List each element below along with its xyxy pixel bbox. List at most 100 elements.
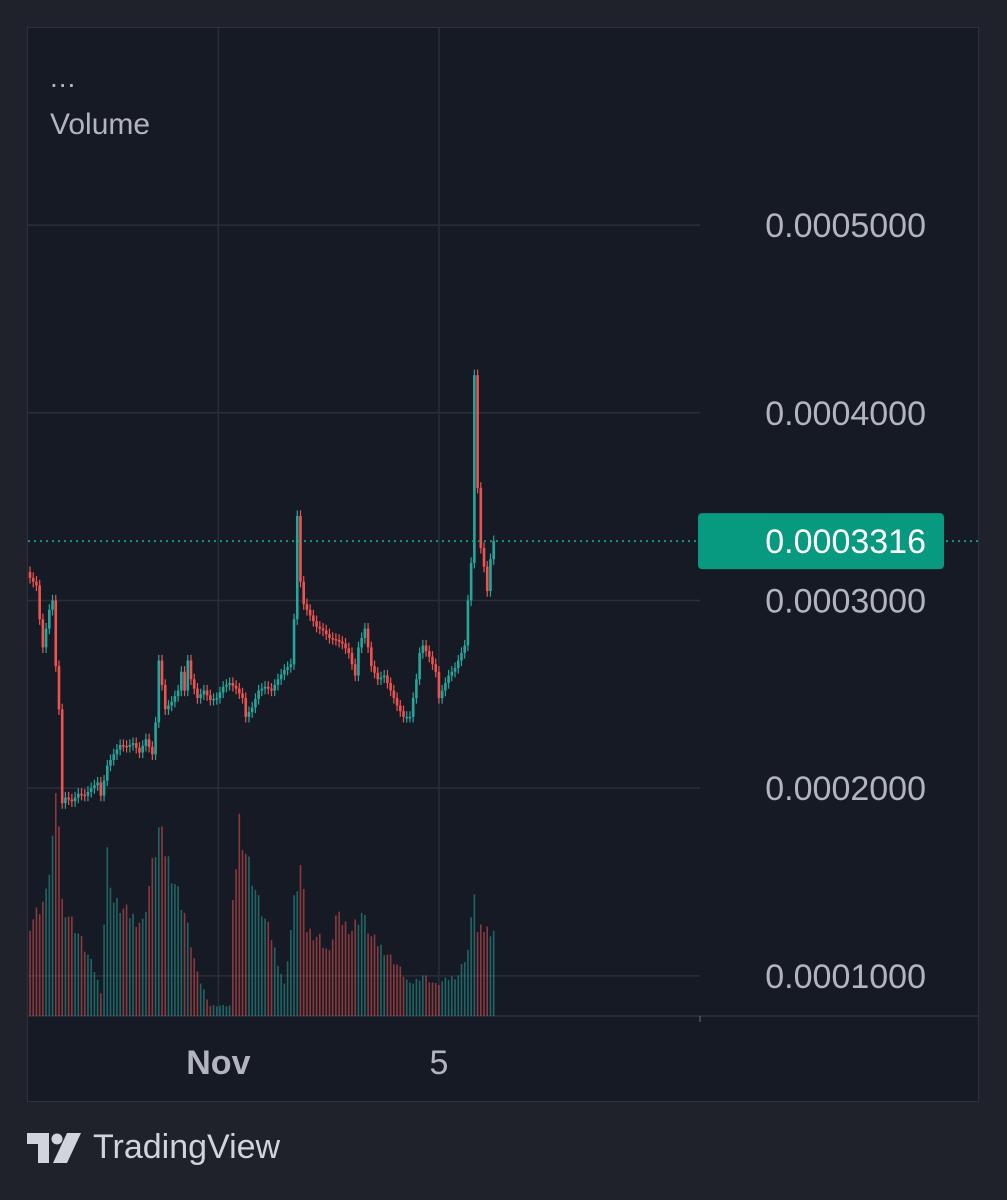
- candle-body: [386, 675, 389, 684]
- volume-bar: [457, 975, 460, 1016]
- candle-body: [450, 671, 454, 676]
- volume-bar: [483, 932, 485, 1016]
- candle-body: [344, 643, 347, 649]
- volume-bar: [32, 919, 35, 1016]
- legend-more-button[interactable]: ...: [50, 62, 77, 93]
- candle-body: [315, 621, 318, 627]
- volume-bar: [83, 951, 86, 1016]
- tradingview-brand-label: TradingView: [93, 1128, 281, 1166]
- volume-bar: [386, 954, 389, 1016]
- y-tick-label: 0.0002000: [765, 770, 926, 808]
- candle-body: [318, 626, 322, 629]
- volume-bar: [186, 922, 189, 1016]
- candle-body: [80, 793, 83, 796]
- candle-body: [273, 684, 277, 691]
- candle-body: [48, 609, 51, 629]
- candle-body: [70, 799, 74, 802]
- tradingview-logo-icon: [27, 1132, 81, 1163]
- legend-volume-label[interactable]: Volume: [50, 108, 151, 141]
- candle-body: [485, 566, 489, 592]
- candle-body: [305, 604, 309, 610]
- volume-bar: [367, 933, 369, 1016]
- volume-bar: [193, 958, 196, 1016]
- candle-body: [128, 744, 132, 747]
- candle-body: [415, 679, 418, 699]
- candle-body: [337, 639, 341, 642]
- volume-bar: [96, 979, 99, 1016]
- volume-bar: [383, 955, 385, 1016]
- volume-bar: [219, 1005, 221, 1016]
- volume-bar: [232, 900, 234, 1016]
- candle-body: [389, 683, 392, 691]
- volume-bar: [409, 982, 411, 1016]
- volume-bar: [360, 912, 363, 1016]
- volume-bar: [151, 857, 154, 1016]
- candle-body: [353, 664, 357, 676]
- branding[interactable]: TradingView: [27, 1128, 280, 1167]
- candle-body: [366, 628, 370, 648]
- candle-body: [83, 794, 87, 797]
- candle-body: [463, 645, 466, 654]
- candle-body: [295, 515, 299, 620]
- candle-body: [469, 562, 473, 601]
- volume-bar: [319, 933, 321, 1016]
- candle-body: [212, 698, 215, 701]
- volume-bar: [67, 916, 70, 1016]
- volume-bar: [74, 933, 76, 1016]
- volume-bar: [412, 983, 414, 1016]
- volume-bar: [283, 983, 286, 1016]
- candle-body: [44, 628, 48, 648]
- y-tick-label: 0.0004000: [765, 395, 926, 433]
- volume-bar: [161, 826, 163, 1016]
- volume-bar: [277, 965, 279, 1016]
- volume-bar: [125, 904, 128, 1016]
- candle-body: [263, 686, 267, 689]
- candle-body: [418, 653, 421, 680]
- candle-body: [157, 660, 161, 723]
- candle-body: [360, 637, 363, 648]
- volume-bar: [267, 921, 270, 1016]
- volume-bar: [380, 944, 382, 1016]
- candle-body: [431, 656, 434, 665]
- volume-bar: [470, 917, 472, 1016]
- candle-body: [489, 559, 492, 592]
- candle-body: [321, 628, 325, 631]
- candle-body: [73, 797, 77, 802]
- candle-body: [376, 672, 380, 680]
- candle-body: [328, 634, 331, 638]
- candle-body: [160, 660, 164, 685]
- volume-bar: [396, 964, 398, 1016]
- volume-bar: [354, 919, 357, 1016]
- candle-body: [250, 707, 254, 713]
- candle-body: [302, 581, 305, 605]
- chart-pane[interactable]: 0.0005000 0.0004000 0.0003000 0.0002000 0.00…: [27, 27, 979, 1102]
- candle-body: [347, 648, 351, 654]
- candle-body: [238, 688, 241, 694]
- y-tick-label: 0.0003000: [765, 582, 926, 620]
- candle-body: [118, 744, 122, 750]
- volume-bar: [444, 977, 447, 1016]
- price-chart[interactable]: 0.0005000 0.0004000 0.0003000 0.0002000 0.00…: [28, 28, 979, 1102]
- volume-bar: [280, 973, 282, 1016]
- volume-bar: [238, 813, 241, 1016]
- volume-bar: [331, 939, 334, 1016]
- volume-bar: [335, 915, 337, 1016]
- candle-body: [234, 685, 238, 689]
- volume-bar: [196, 971, 199, 1016]
- candle-body: [382, 675, 386, 678]
- candle-body: [35, 581, 38, 586]
- volume-bar: [244, 853, 247, 1016]
- candle-body: [176, 690, 180, 697]
- candle-body: [276, 679, 280, 685]
- x-tick-label: 5: [429, 1044, 448, 1082]
- volume-bar: [177, 886, 179, 1016]
- candle-body: [399, 705, 402, 712]
- volume-bar: [357, 924, 360, 1016]
- candle-body: [357, 647, 360, 676]
- candle-body: [312, 615, 315, 622]
- volume-bar: [228, 1005, 231, 1016]
- candle-body: [225, 684, 228, 687]
- volume-bar: [54, 793, 57, 1016]
- volume-bar: [447, 980, 450, 1016]
- candle-body: [331, 637, 334, 640]
